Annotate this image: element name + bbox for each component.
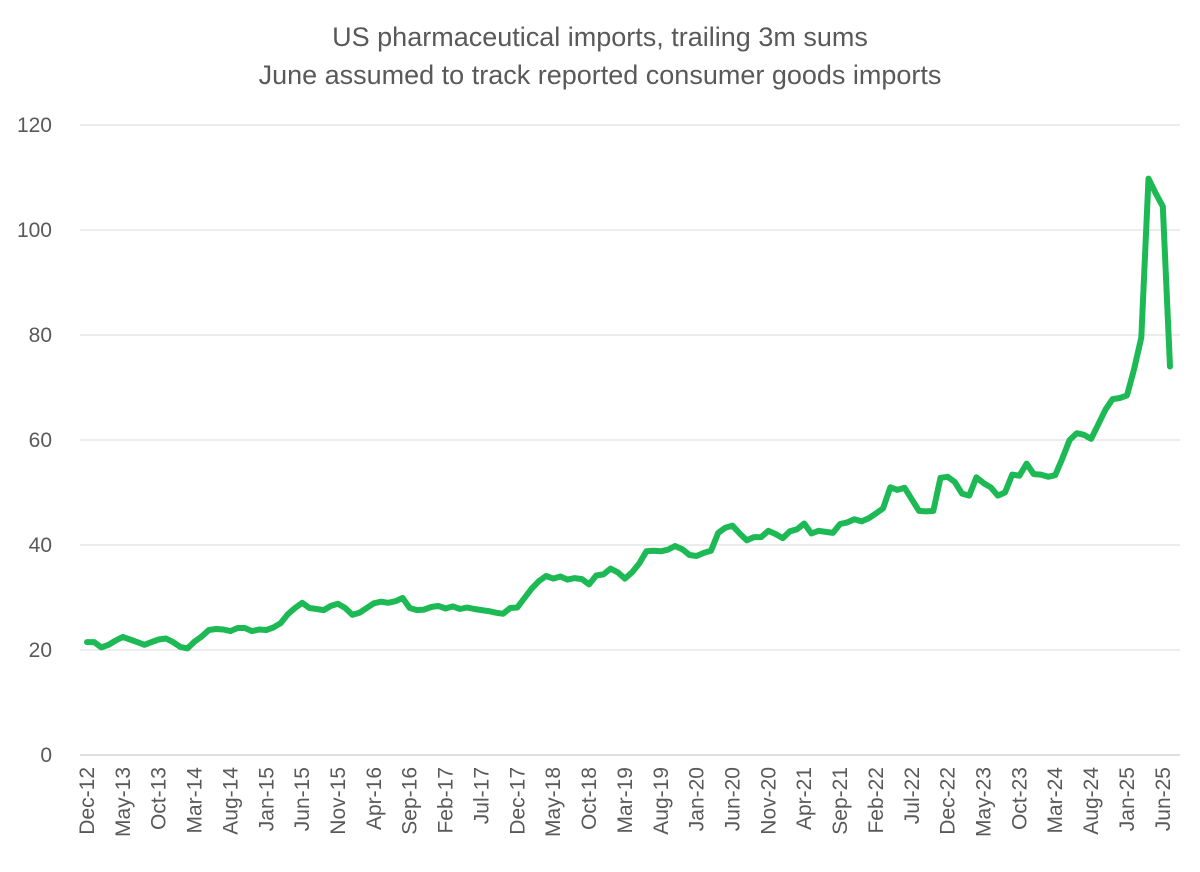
x-tick-label: Jan-15 — [255, 767, 278, 831]
x-tick-label: Jan-25 — [1116, 767, 1139, 831]
x-tick-label: Feb-22 — [865, 767, 888, 834]
x-tick-label: Aug-14 — [219, 767, 242, 835]
x-tick-label: Dec-22 — [937, 767, 960, 835]
y-tick-label: 100 — [17, 219, 52, 242]
x-tick-label: Aug-19 — [650, 767, 673, 835]
y-tick-label: 60 — [29, 429, 52, 452]
x-tick-label: Nov-15 — [327, 767, 350, 835]
x-tick-label: Dec-17 — [506, 767, 529, 835]
x-tick-label: Nov-20 — [757, 767, 780, 835]
x-tick-label: Jun-20 — [721, 767, 744, 831]
x-tick-label: Sep-21 — [829, 767, 852, 835]
x-tick-label: Mar-19 — [614, 767, 637, 834]
x-tick-label: Apr-21 — [793, 767, 816, 830]
x-tick-label: Dec-12 — [76, 767, 99, 835]
x-tick-label: Oct-13 — [148, 767, 171, 830]
y-tick-label: 80 — [29, 324, 52, 347]
x-tick-label: May-23 — [973, 767, 996, 837]
y-tick-label: 20 — [29, 639, 52, 662]
x-tick-label: Jul-22 — [901, 767, 924, 824]
x-tick-label: Apr-16 — [363, 767, 386, 830]
x-tick-label: Jun-15 — [291, 767, 314, 831]
x-tick-label: Jan-20 — [686, 767, 709, 831]
chart-title: US pharmaceutical imports, trailing 3m s… — [332, 22, 868, 52]
y-tick-label: 40 — [29, 534, 52, 557]
series-line — [84, 175, 1173, 652]
x-tick-label: Jun-25 — [1152, 767, 1175, 831]
x-tick-label: May-13 — [112, 767, 135, 837]
x-tick-label: Oct-18 — [578, 767, 601, 830]
x-tick-label: Oct-23 — [1008, 767, 1031, 830]
y-tick-label: 120 — [17, 114, 52, 137]
x-tick-label: Mar-14 — [184, 767, 207, 834]
chart-subtitle: June assumed to track reported consumer … — [258, 60, 942, 90]
x-tick-label: Jul-17 — [470, 767, 493, 824]
x-tick-label: Aug-24 — [1080, 767, 1103, 835]
x-tick-label: Sep-16 — [399, 767, 422, 835]
y-tick-label: 0 — [40, 744, 52, 767]
x-tick-label: Mar-24 — [1044, 767, 1067, 834]
x-tick-label: May-18 — [542, 767, 565, 837]
x-tick-label: Feb-17 — [435, 767, 458, 834]
